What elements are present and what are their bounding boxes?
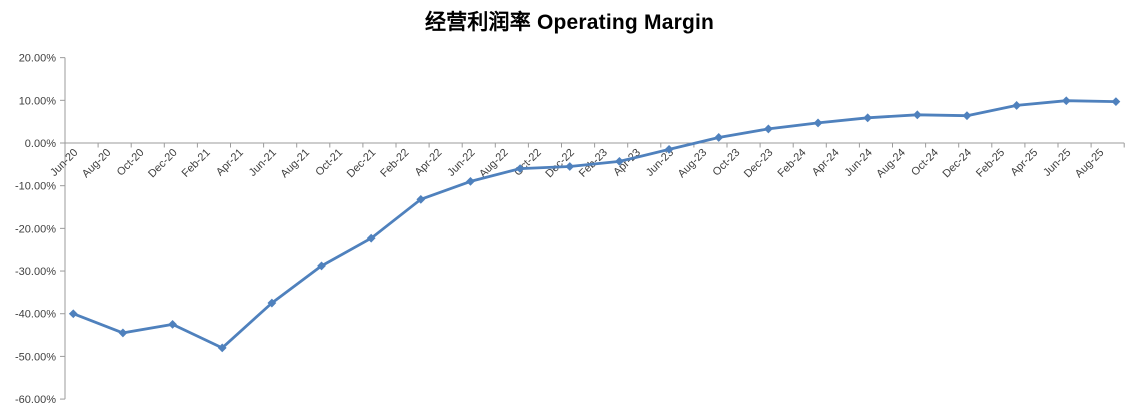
x-tick-label: Aug-25 <box>1073 147 1107 181</box>
x-tick-label: Dec-22 <box>543 147 577 181</box>
y-tick-label: 10.00% <box>19 95 57 107</box>
y-tick-label: -40.00% <box>15 309 56 321</box>
x-tick-label: Apr-21 <box>214 147 246 179</box>
chart-title: 经营利润率 Operating Margin <box>424 11 715 34</box>
x-tick-label: Feb-24 <box>775 147 808 180</box>
data-point-marker <box>664 145 674 154</box>
x-tick-label: Oct-21 <box>313 147 345 179</box>
data-point-marker <box>515 164 525 174</box>
x-tick-label: Jun-21 <box>247 147 279 179</box>
data-point-marker <box>565 162 575 171</box>
data-point-marker <box>118 328 128 338</box>
y-tick-label: 0.00% <box>25 138 56 150</box>
data-point-marker <box>813 118 823 128</box>
y-tick-label: -20.00% <box>15 223 56 235</box>
x-tick-label: Apr-25 <box>1008 147 1040 179</box>
x-tick-label: Aug-23 <box>676 147 710 181</box>
data-point-marker <box>317 261 326 271</box>
data-point-marker <box>863 113 873 123</box>
y-tick-label: -30.00% <box>15 266 56 278</box>
x-tick-label: Oct-20 <box>115 147 147 179</box>
y-tick-label: 20.00% <box>19 53 57 65</box>
series-line <box>71 99 1118 350</box>
x-tick-label: Jun-25 <box>1041 147 1073 179</box>
data-point-marker <box>267 298 277 308</box>
data-point-marker <box>714 133 724 142</box>
x-tick-label: Feb-22 <box>378 147 411 180</box>
x-tick-label: Aug-21 <box>279 147 313 181</box>
x-tick-label: Jun-24 <box>843 147 875 179</box>
data-point-marker <box>912 110 922 120</box>
x-tick-label: Oct-24 <box>909 147 941 179</box>
data-point-marker <box>1111 97 1121 107</box>
y-tick-label: -60.00% <box>15 394 56 406</box>
data-point-marker <box>168 319 177 329</box>
y-tick-label: -50.00% <box>15 351 56 363</box>
data-point-marker <box>416 194 426 204</box>
x-tick-label: Oct-22 <box>512 147 544 179</box>
data-point-marker <box>1012 101 1022 110</box>
x-tick-label: Dec-24 <box>941 147 975 181</box>
x-tick-label: Feb-21 <box>180 147 213 180</box>
data-point-marker <box>763 124 773 134</box>
x-tick-label: Dec-23 <box>742 147 776 181</box>
x-tick-label: Jun-22 <box>445 147 477 179</box>
x-tick-label: Dec-21 <box>345 147 379 181</box>
data-point-marker <box>217 343 227 353</box>
x-tick-label: Aug-20 <box>80 147 114 181</box>
x-tick-label: Apr-22 <box>413 147 445 179</box>
x-tick-label: Jun-20 <box>48 147 80 179</box>
y-tick-label: -10.00% <box>15 181 56 193</box>
data-point-marker <box>1061 96 1071 106</box>
x-tick-label: Oct-23 <box>711 147 743 179</box>
x-tick-label: Apr-24 <box>810 147 842 179</box>
x-tick-label: Dec-20 <box>146 147 180 181</box>
x-tick-label: Aug-24 <box>874 147 908 181</box>
data-point-marker <box>962 111 972 121</box>
data-point-marker <box>466 177 475 186</box>
data-point-marker <box>615 156 624 166</box>
x-tick-label: Feb-25 <box>974 147 1007 180</box>
data-point-marker <box>68 309 78 319</box>
data-point-marker <box>366 233 376 243</box>
